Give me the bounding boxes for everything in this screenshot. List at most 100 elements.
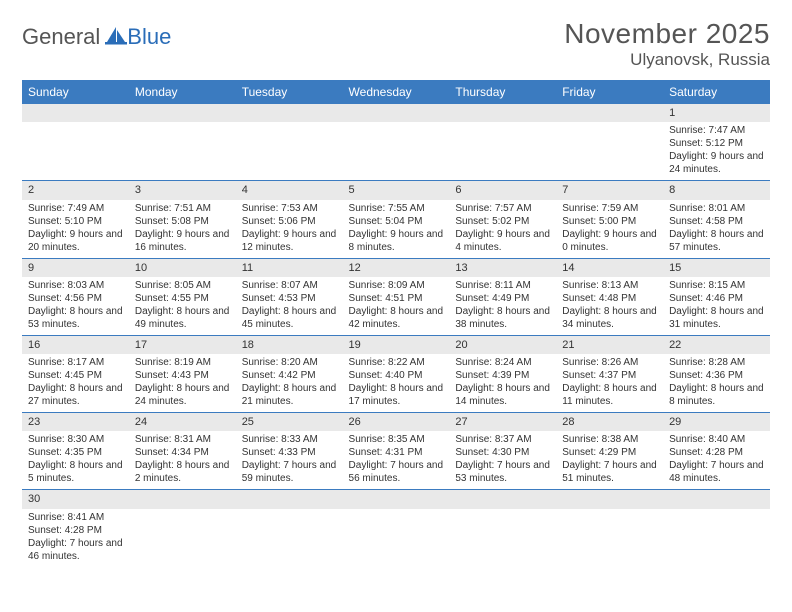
sunset-text: Sunset: 4:33 PM bbox=[242, 446, 337, 459]
title-block: November 2025 Ulyanovsk, Russia bbox=[564, 18, 770, 70]
day-details: Sunrise: 8:28 AMSunset: 4:36 PMDaylight:… bbox=[663, 354, 770, 412]
day-number: 25 bbox=[236, 413, 343, 431]
day-number: 6 bbox=[449, 181, 556, 199]
calendar-cell bbox=[556, 490, 663, 567]
day-details: Sunrise: 8:41 AMSunset: 4:28 PMDaylight:… bbox=[22, 509, 129, 567]
day-number: 4 bbox=[236, 181, 343, 199]
day-details bbox=[236, 509, 343, 515]
day-details bbox=[449, 509, 556, 515]
daylight-text: Daylight: 9 hours and 0 minutes. bbox=[562, 228, 657, 254]
sunset-text: Sunset: 4:55 PM bbox=[135, 292, 230, 305]
daylight-text: Daylight: 8 hours and 17 minutes. bbox=[349, 382, 444, 408]
day-number: 11 bbox=[236, 259, 343, 277]
day-number bbox=[236, 490, 343, 508]
daylight-text: Daylight: 8 hours and 53 minutes. bbox=[28, 305, 123, 331]
day-details: Sunrise: 8:38 AMSunset: 4:29 PMDaylight:… bbox=[556, 431, 663, 489]
sunset-text: Sunset: 4:43 PM bbox=[135, 369, 230, 382]
daylight-text: Daylight: 7 hours and 59 minutes. bbox=[242, 459, 337, 485]
sunrise-text: Sunrise: 8:26 AM bbox=[562, 356, 657, 369]
sunrise-text: Sunrise: 8:03 AM bbox=[28, 279, 123, 292]
sunset-text: Sunset: 4:51 PM bbox=[349, 292, 444, 305]
day-number: 9 bbox=[22, 259, 129, 277]
day-details: Sunrise: 8:30 AMSunset: 4:35 PMDaylight:… bbox=[22, 431, 129, 489]
sunrise-text: Sunrise: 8:15 AM bbox=[669, 279, 764, 292]
calendar-cell: 17Sunrise: 8:19 AMSunset: 4:43 PMDayligh… bbox=[129, 335, 236, 412]
sunrise-text: Sunrise: 8:35 AM bbox=[349, 433, 444, 446]
location-label: Ulyanovsk, Russia bbox=[564, 50, 770, 70]
sunrise-text: Sunrise: 8:22 AM bbox=[349, 356, 444, 369]
daylight-text: Daylight: 8 hours and 14 minutes. bbox=[455, 382, 550, 408]
day-number: 3 bbox=[129, 181, 236, 199]
day-number bbox=[449, 104, 556, 122]
day-number bbox=[22, 104, 129, 122]
calendar-cell: 9Sunrise: 8:03 AMSunset: 4:56 PMDaylight… bbox=[22, 258, 129, 335]
calendar-cell: 6Sunrise: 7:57 AMSunset: 5:02 PMDaylight… bbox=[449, 181, 556, 258]
sunrise-text: Sunrise: 8:20 AM bbox=[242, 356, 337, 369]
sunset-text: Sunset: 4:28 PM bbox=[28, 524, 123, 537]
sunset-text: Sunset: 4:34 PM bbox=[135, 446, 230, 459]
day-details bbox=[556, 122, 663, 128]
sunrise-text: Sunrise: 8:37 AM bbox=[455, 433, 550, 446]
sunset-text: Sunset: 4:58 PM bbox=[669, 215, 764, 228]
calendar-cell: 11Sunrise: 8:07 AMSunset: 4:53 PMDayligh… bbox=[236, 258, 343, 335]
sunset-text: Sunset: 4:35 PM bbox=[28, 446, 123, 459]
sunset-text: Sunset: 4:37 PM bbox=[562, 369, 657, 382]
day-details: Sunrise: 7:55 AMSunset: 5:04 PMDaylight:… bbox=[343, 200, 450, 258]
calendar-cell: 29Sunrise: 8:40 AMSunset: 4:28 PMDayligh… bbox=[663, 413, 770, 490]
daylight-text: Daylight: 9 hours and 20 minutes. bbox=[28, 228, 123, 254]
daylight-text: Daylight: 8 hours and 49 minutes. bbox=[135, 305, 230, 331]
sunrise-text: Sunrise: 8:40 AM bbox=[669, 433, 764, 446]
sunset-text: Sunset: 4:30 PM bbox=[455, 446, 550, 459]
day-number bbox=[663, 490, 770, 508]
header: General Blue November 2025 Ulyanovsk, Ru… bbox=[22, 18, 770, 70]
day-details: Sunrise: 8:01 AMSunset: 4:58 PMDaylight:… bbox=[663, 200, 770, 258]
day-number: 7 bbox=[556, 181, 663, 199]
sunrise-text: Sunrise: 8:09 AM bbox=[349, 279, 444, 292]
calendar-cell: 18Sunrise: 8:20 AMSunset: 4:42 PMDayligh… bbox=[236, 335, 343, 412]
calendar-cell: 25Sunrise: 8:33 AMSunset: 4:33 PMDayligh… bbox=[236, 413, 343, 490]
sunset-text: Sunset: 4:45 PM bbox=[28, 369, 123, 382]
day-details bbox=[343, 509, 450, 515]
calendar-week-row: 1Sunrise: 7:47 AMSunset: 5:12 PMDaylight… bbox=[22, 104, 770, 181]
sunset-text: Sunset: 4:42 PM bbox=[242, 369, 337, 382]
sunrise-text: Sunrise: 8:28 AM bbox=[669, 356, 764, 369]
day-details: Sunrise: 7:49 AMSunset: 5:10 PMDaylight:… bbox=[22, 200, 129, 258]
sunrise-text: Sunrise: 8:17 AM bbox=[28, 356, 123, 369]
logo: General Blue bbox=[22, 24, 171, 50]
day-header: Thursday bbox=[449, 80, 556, 104]
logo-text-general: General bbox=[22, 24, 100, 50]
day-details bbox=[663, 509, 770, 515]
calendar-cell: 13Sunrise: 8:11 AMSunset: 4:49 PMDayligh… bbox=[449, 258, 556, 335]
day-number: 22 bbox=[663, 336, 770, 354]
sunset-text: Sunset: 4:29 PM bbox=[562, 446, 657, 459]
calendar-week-row: 23Sunrise: 8:30 AMSunset: 4:35 PMDayligh… bbox=[22, 413, 770, 490]
calendar-cell bbox=[449, 104, 556, 181]
calendar-week-row: 30Sunrise: 8:41 AMSunset: 4:28 PMDayligh… bbox=[22, 490, 770, 567]
daylight-text: Daylight: 8 hours and 57 minutes. bbox=[669, 228, 764, 254]
day-details bbox=[449, 122, 556, 128]
sunset-text: Sunset: 4:28 PM bbox=[669, 446, 764, 459]
daylight-text: Daylight: 8 hours and 45 minutes. bbox=[242, 305, 337, 331]
sunrise-text: Sunrise: 8:01 AM bbox=[669, 202, 764, 215]
day-number bbox=[129, 490, 236, 508]
day-number bbox=[129, 104, 236, 122]
sunset-text: Sunset: 4:46 PM bbox=[669, 292, 764, 305]
calendar-cell: 12Sunrise: 8:09 AMSunset: 4:51 PMDayligh… bbox=[343, 258, 450, 335]
day-details: Sunrise: 8:17 AMSunset: 4:45 PMDaylight:… bbox=[22, 354, 129, 412]
sunrise-text: Sunrise: 7:55 AM bbox=[349, 202, 444, 215]
day-details: Sunrise: 8:03 AMSunset: 4:56 PMDaylight:… bbox=[22, 277, 129, 335]
day-number: 28 bbox=[556, 413, 663, 431]
sunrise-text: Sunrise: 7:51 AM bbox=[135, 202, 230, 215]
sunset-text: Sunset: 4:31 PM bbox=[349, 446, 444, 459]
sunrise-text: Sunrise: 8:31 AM bbox=[135, 433, 230, 446]
day-number: 2 bbox=[22, 181, 129, 199]
day-details bbox=[236, 122, 343, 128]
day-number: 21 bbox=[556, 336, 663, 354]
daylight-text: Daylight: 9 hours and 24 minutes. bbox=[669, 150, 764, 176]
calendar-cell: 16Sunrise: 8:17 AMSunset: 4:45 PMDayligh… bbox=[22, 335, 129, 412]
day-number bbox=[343, 490, 450, 508]
sunset-text: Sunset: 4:36 PM bbox=[669, 369, 764, 382]
calendar-cell: 24Sunrise: 8:31 AMSunset: 4:34 PMDayligh… bbox=[129, 413, 236, 490]
calendar-cell: 21Sunrise: 8:26 AMSunset: 4:37 PMDayligh… bbox=[556, 335, 663, 412]
daylight-text: Daylight: 7 hours and 51 minutes. bbox=[562, 459, 657, 485]
